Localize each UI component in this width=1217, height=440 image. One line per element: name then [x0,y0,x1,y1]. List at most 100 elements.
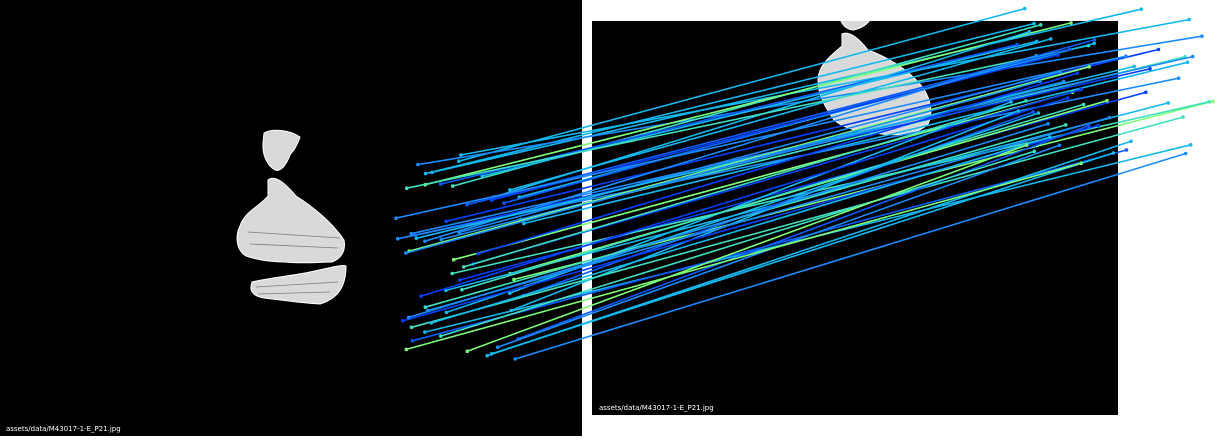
match-keypoint [1057,143,1062,148]
match-keypoint [1023,6,1027,11]
match-keypoint [439,334,443,338]
match-keypoint [1032,149,1037,154]
match-keypoint [1075,71,1080,75]
match-line [458,7,1026,162]
match-line [408,66,1090,252]
match-keypoint [1036,111,1041,115]
match-line [417,35,1203,166]
match-keypoint [1207,100,1211,104]
match-line [446,112,1039,314]
match-keypoint [457,230,462,235]
match-keypoint [495,345,500,350]
match-keypoint [1124,148,1129,152]
match-keypoint [1166,101,1170,105]
match-keypoint [416,162,420,167]
match-keypoint [1027,30,1031,34]
match-keypoint [1107,115,1112,120]
match-keypoint [522,221,526,226]
match-keypoint [414,236,419,240]
left-fragment-image [236,129,347,305]
match-line [406,162,1082,351]
match-keypoint [1024,143,1029,147]
match-keypoint [461,265,466,269]
match-line [523,61,1188,225]
match-line [477,72,1078,255]
match-keypoint [457,159,461,163]
match-keypoint [476,251,480,256]
match-keypoint [1176,76,1181,80]
match-keypoint [1081,102,1086,107]
match-line [424,54,1037,242]
match-keypoint [1024,99,1028,103]
match-keypoint [410,339,415,343]
match-keypoint [404,186,409,190]
match-line [453,91,1073,261]
match-line [460,18,1190,156]
match-keypoint [1032,21,1036,26]
match-line [446,48,1159,223]
match-keypoint [394,216,398,220]
match-line [514,152,1186,360]
match-line [431,8,1142,174]
match-keypoint [1156,47,1161,52]
match-keypoint [1188,143,1193,147]
match-keypoint [1069,21,1073,25]
match-keypoint [1009,100,1013,104]
match-keypoint [1211,99,1215,104]
match-keypoint [1124,54,1128,58]
match-keypoint [1034,53,1039,58]
match-keypoint [1016,109,1021,113]
match-line [427,116,1110,312]
match-line [406,44,1089,189]
match-line [425,22,1072,186]
match-line [452,101,1210,275]
match-line [518,42,1095,198]
match-keypoint [1200,34,1204,38]
match-keypoint [451,257,456,262]
match-keypoint [401,319,405,323]
match-line [491,152,1114,355]
match-keypoint [1058,69,1062,74]
match-line [405,80,1041,254]
match-keypoint [1139,7,1144,11]
match-keypoint [450,271,455,276]
match-line [463,100,1027,268]
match-keypoint [1092,41,1096,46]
match-line [425,22,1035,175]
match-line [458,70,1061,234]
match-keypoint [423,171,428,176]
match-keypoint [507,291,512,296]
match-keypoint [1063,123,1068,127]
left-fragment-middle [236,177,345,264]
left-image-caption: assets/data/M43017-1-E_P21.jpg [6,425,121,433]
match-keypoint [429,321,434,325]
match-keypoint [1048,135,1052,139]
match-keypoint [444,310,449,315]
match-keypoint [404,347,409,352]
match-keypoint [439,237,444,242]
match-keypoint [1079,87,1083,92]
match-keypoint [1065,96,1070,100]
match-keypoint [480,174,485,178]
match-keypoint [465,349,470,354]
match-line [517,124,1089,340]
match-keypoint [409,231,414,236]
match-keypoint [1096,123,1100,128]
match-keypoint [1038,79,1042,84]
right-image-caption: assets/data/M43017-1-E_P21.jpg [599,404,714,412]
match-keypoint [1132,64,1136,69]
match-keypoint [1087,65,1091,69]
match-line [431,136,1051,324]
match-keypoint [1046,122,1050,126]
match-keypoint [1048,37,1053,41]
match-keypoint [1187,17,1191,22]
left-fragment-top [262,129,301,171]
match-line [420,97,1068,297]
match-line [440,150,1035,337]
match-keypoint [1038,23,1043,27]
match-line [408,123,1049,319]
match-keypoint [465,202,469,207]
match-keypoint [1129,139,1133,144]
match-keypoint [409,325,414,330]
